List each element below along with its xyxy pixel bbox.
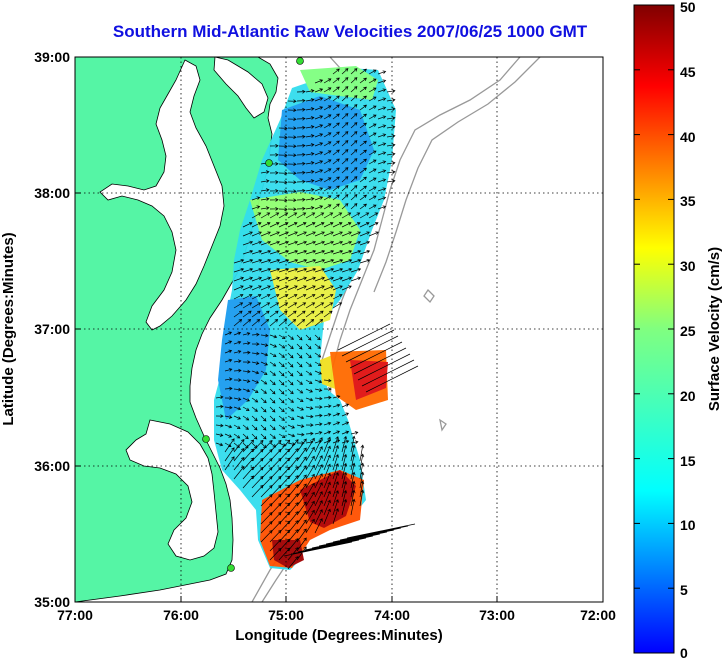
colorbar-tick-label: 25 (680, 323, 696, 339)
station-markers (202, 57, 304, 572)
grid-lines (75, 57, 603, 602)
x-tick-label: 77:00 (57, 607, 93, 623)
x-tick-label: 73:00 (479, 607, 515, 623)
map-title: Southern Mid-Atlantic Raw Velocities 200… (112, 22, 588, 41)
colorbar-tick-label: 45 (680, 64, 696, 80)
y-axis: 39:00 38:00 37:00 36:00 35:00 Latitude (… (0, 49, 81, 610)
colorbar-tick-label: 5 (680, 582, 688, 598)
velocity-vectors (215, 68, 419, 570)
colorbar-tick-label: 50 (680, 0, 696, 15)
y-tick-label: 37:00 (34, 321, 70, 337)
colorbar-gradient (633, 4, 675, 654)
pamlico-sound (125, 419, 219, 561)
y-tick-label: 35:00 (34, 594, 70, 610)
colorbar-tick-label: 40 (680, 129, 696, 145)
velocity-field-peak-region-2 (272, 540, 304, 568)
colorbar-tick-label: 10 (680, 517, 696, 533)
x-tick-label: 76:00 (163, 607, 199, 623)
y-axis-label: Latitude (Degrees:Minutes) (0, 232, 17, 425)
colorbar-tick-labels: 50 45 40 35 30 25 20 15 10 5 0 (680, 0, 696, 659)
colorbar-tick-label: 15 (680, 453, 696, 469)
colorbar-tick-label: 20 (680, 388, 696, 404)
station-marker (265, 159, 273, 167)
y-tick-label: 38:00 (34, 185, 70, 201)
colorbar-tick-label: 0 (680, 645, 688, 659)
velocity-field-mid-region (300, 66, 378, 100)
colorbar-label: Surface Velocity (cm/s) (706, 247, 723, 411)
vector-arrow (215, 68, 419, 570)
x-tick-label: 74:00 (374, 607, 410, 623)
chesapeake-bay (99, 59, 225, 331)
station-marker (296, 57, 304, 65)
x-tick-label: 75:00 (268, 607, 304, 623)
station-marker (202, 435, 210, 443)
x-axis: 77:00 76:00 75:00 74:00 73:00 72:00 Long… (57, 596, 616, 644)
colorbar-tick-label: 30 (680, 258, 696, 274)
x-axis-label: Longitude (Degrees:Minutes) (235, 627, 443, 644)
colorbar: 50 45 40 35 30 25 20 15 10 5 0 Surface V… (633, 0, 723, 659)
delaware-bay (213, 57, 269, 119)
station-marker (227, 564, 235, 572)
x-tick-label: 72:00 (580, 607, 616, 623)
y-tick-label: 39:00 (34, 49, 70, 65)
velocity-field-low-region (278, 96, 374, 190)
colorbar-tick-label: 35 (680, 193, 696, 209)
y-tick-label: 36:00 (34, 458, 70, 474)
